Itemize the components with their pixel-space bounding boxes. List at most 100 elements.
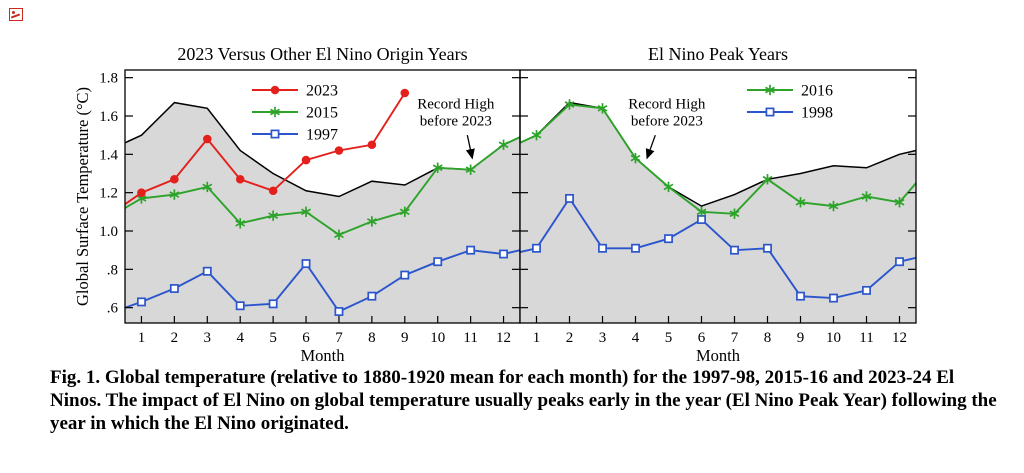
series-line <box>124 92 406 205</box>
broken-image-icon <box>9 8 23 21</box>
x-tick-label: 8 <box>764 330 772 346</box>
asterisk-marker <box>399 206 410 218</box>
legend-item-2023: 2023 <box>252 83 338 100</box>
x-tick-label: 11 <box>463 330 477 346</box>
square-marker <box>433 257 443 267</box>
x-tick-label: 10 <box>826 330 841 346</box>
asterisk-marker <box>235 218 246 229</box>
series-2015 <box>124 136 521 241</box>
asterisk-marker <box>366 216 377 227</box>
y-tick-label: .6 <box>107 301 119 317</box>
circle-marker <box>270 85 280 95</box>
square-marker <box>895 257 904 267</box>
asterisk-marker <box>564 99 575 110</box>
square-marker <box>466 245 476 255</box>
annotation-text: Record High before 2023 <box>628 96 706 129</box>
x-axis-label: Month <box>300 346 345 364</box>
asterisk-marker <box>432 162 443 173</box>
asterisk-marker <box>861 191 872 202</box>
asterisk-marker <box>696 206 707 218</box>
legend: 2016 1998 <box>747 83 833 122</box>
annotation-arrow <box>465 135 475 160</box>
y-tick-label: 1.0 <box>99 224 118 240</box>
x-tick-label: 2 <box>171 330 179 346</box>
square-marker <box>202 266 212 276</box>
x-tick-label: 10 <box>430 330 445 346</box>
circle-marker <box>301 155 311 165</box>
legend: 2023 2015 1997 <box>252 83 338 144</box>
x-tick-label: 5 <box>665 330 673 346</box>
x-tick-label: 1 <box>533 330 541 346</box>
legend-label: 2016 <box>801 83 833 100</box>
x-tick-label: 5 <box>269 330 277 346</box>
asterisk-marker <box>268 210 279 221</box>
circle-marker <box>268 186 278 196</box>
square-marker <box>763 243 772 253</box>
legend-label: 2023 <box>306 83 338 100</box>
legend-item-1998: 1998 <box>747 105 833 122</box>
square-marker <box>301 259 311 269</box>
legend-label: 1997 <box>306 127 338 144</box>
square-marker <box>631 243 640 253</box>
x-tick-label: 3 <box>204 330 212 346</box>
square-marker <box>796 291 805 301</box>
square-marker <box>598 243 607 253</box>
asterisk-marker <box>169 189 180 200</box>
asterisk-marker <box>765 84 775 96</box>
asterisk-marker <box>531 129 542 141</box>
figure-caption: Fig. 1. Global temperature (relative to … <box>50 367 997 435</box>
x-tick-label: 4 <box>632 330 640 346</box>
legend-item-1997: 1997 <box>252 127 338 144</box>
square-marker <box>499 249 508 259</box>
x-tick-label: 9 <box>797 330 805 346</box>
series-line <box>124 249 521 313</box>
circle-marker <box>235 174 245 184</box>
square-marker <box>565 193 574 203</box>
legend-label: 1998 <box>801 105 833 122</box>
circle-marker <box>137 188 146 197</box>
square-marker <box>137 297 146 307</box>
square-marker <box>334 307 344 316</box>
x-tick-label: 8 <box>368 330 376 346</box>
square-marker <box>270 129 280 139</box>
square-marker <box>532 243 541 253</box>
x-tick-label: 11 <box>859 330 873 346</box>
circle-marker <box>400 88 410 98</box>
square-marker <box>400 270 410 280</box>
asterisk-marker <box>795 197 806 208</box>
square-marker <box>730 245 739 255</box>
asterisk-marker <box>828 200 839 212</box>
series-2016 <box>519 99 917 219</box>
square-marker <box>169 284 179 293</box>
legend-item-2015: 2015 <box>252 105 338 122</box>
figure-chart: Global Surface Temperature (°C) .6 .8 1.0 1.… <box>73 44 917 364</box>
y-tick-label: .8 <box>107 262 118 278</box>
series-1998 <box>519 193 917 303</box>
circle-marker <box>367 140 377 150</box>
x-tick-label: 7 <box>731 330 739 346</box>
series-2023 <box>124 88 410 205</box>
panel-title: 2023 Versus Other El Nino Origin Years <box>177 44 467 64</box>
circle-marker <box>334 146 344 155</box>
x-tick-label: 2 <box>566 330 574 346</box>
x-tick-label: 6 <box>698 330 706 346</box>
broken-image-dot <box>12 11 15 14</box>
y-tick-label: 1.6 <box>99 109 118 125</box>
asterisk-marker <box>762 174 773 185</box>
legend-item-2016: 2016 <box>747 83 833 100</box>
square-marker <box>235 301 245 311</box>
series-line <box>124 136 521 236</box>
legend-label: 2015 <box>306 105 338 122</box>
square-marker <box>664 234 673 244</box>
x-tick-label: 12 <box>892 330 907 346</box>
asterisk-marker <box>597 103 608 114</box>
asterisk-marker <box>894 197 905 208</box>
record-high-line <box>519 101 917 207</box>
y-tick-label: 1.4 <box>99 147 118 163</box>
square-marker <box>367 291 377 301</box>
circle-marker <box>170 174 179 184</box>
annotation-arrow <box>645 134 656 160</box>
square-marker <box>862 285 871 295</box>
